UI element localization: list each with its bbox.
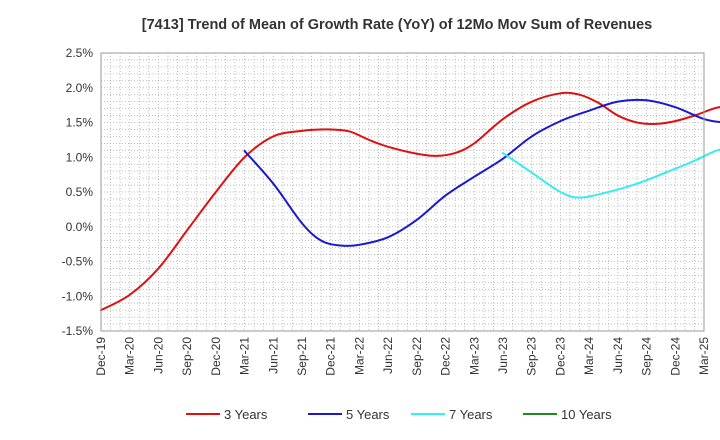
legend-label: 3 Years [224,407,268,422]
x-axis-ticks: Dec-19 Mar-20 Jun-20 Sep-20 Dec-20 Mar-21 Jun-… [94,337,711,376]
y-tick-label: 1.5% [66,116,94,130]
x-tick-label: Jun-22 [381,337,395,374]
series-line-3-years [100,91,720,312]
chart-title: [7413] Trend of Mean of Growth Rate (YoY… [142,17,653,33]
grid [101,53,704,331]
series-lines [100,91,720,312]
x-tick-label: Jun-20 [151,337,165,374]
x-tick-label: Sep-23 [525,337,539,376]
x-tick-label: Sep-20 [180,337,194,376]
legend-label: 5 Years [346,407,390,422]
x-tick-label: Dec-22 [439,337,453,376]
legend: 3 Years 5 Years 7 Years 10 Years [186,407,612,422]
x-tick-label: Dec-23 [553,337,567,376]
series-line-5-years [243,98,720,247]
x-tick-label: Mar-22 [352,337,366,375]
x-tick-label: Mar-21 [238,337,252,375]
y-tick-label: -0.5% [62,255,94,269]
x-tick-label: Dec-21 [324,337,338,376]
x-tick-label: Sep-22 [410,337,424,376]
x-tick-label: Jun-24 [611,337,625,374]
y-tick-label: 2.0% [66,81,94,95]
y-tick-label: 1.0% [66,150,94,164]
legend-label: 7 Years [449,407,493,422]
x-tick-label: Mar-25 [697,337,711,375]
x-tick-label: Mar-20 [123,337,137,375]
x-tick-label: Mar-24 [582,337,596,375]
y-tick-label: 0.5% [66,185,94,199]
x-tick-label: Sep-21 [295,337,309,376]
y-tick-label: -1.5% [62,324,94,338]
y-tick-label: 2.5% [66,46,94,60]
x-tick-label: Jun-21 [266,337,280,374]
y-axis-ticks: 2.5% 2.0% 1.5% 1.0% 0.5% 0.0% -0.5% -1.0% -1.5% [62,46,94,338]
x-tick-label: Mar-23 [467,337,481,375]
plot-area-border [100,52,705,332]
legend-label: 10 Years [561,407,612,422]
x-tick-label: Sep-24 [640,337,654,376]
x-tick-label: Dec-24 [668,337,682,376]
x-tick-label: Dec-19 [94,337,108,376]
x-tick-label: Jun-23 [496,337,510,374]
x-tick-label: Dec-20 [209,337,223,376]
series-line-7-years [502,148,720,199]
y-tick-label: -1.0% [62,289,94,303]
y-tick-label: 0.0% [66,220,94,234]
